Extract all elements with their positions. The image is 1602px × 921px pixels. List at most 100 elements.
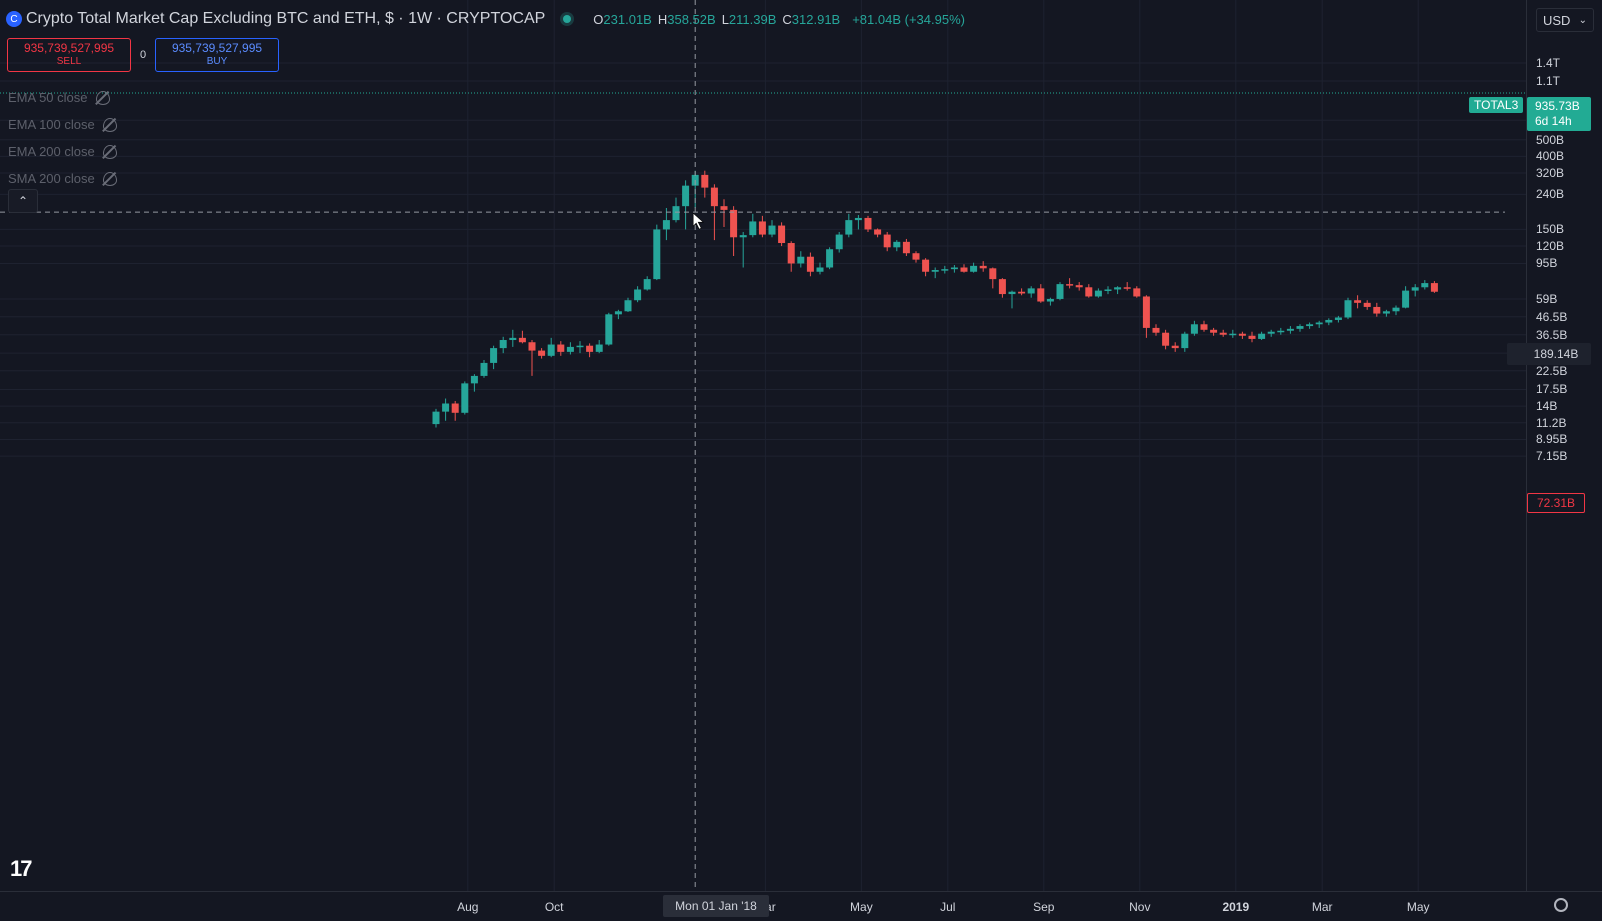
time-axis-label: Aug xyxy=(457,900,479,914)
candle-body xyxy=(1306,324,1314,327)
candle-body xyxy=(557,344,565,352)
candle-body xyxy=(1114,287,1122,290)
indicator-label: SMA 200 close xyxy=(8,171,95,186)
symbol-title[interactable]: Crypto Total Market Cap Excluding BTC an… xyxy=(26,10,546,27)
candle-body xyxy=(432,411,440,425)
candle-body xyxy=(1181,333,1189,349)
candle-body xyxy=(893,241,901,248)
price-axis-label: 46.5B xyxy=(1536,309,1568,324)
time-axis-label: Jul xyxy=(940,900,956,914)
ohlc-key: O xyxy=(593,11,604,27)
collapse-legend-button[interactable]: ⌃ xyxy=(8,189,38,213)
candle-body xyxy=(720,206,728,210)
candle-body xyxy=(682,185,690,207)
time-axis-label: May xyxy=(1406,900,1430,914)
time-axis[interactable]: AugOctMarMayJulSepNov2019MarMay xyxy=(0,891,1602,921)
ohlc-key: C xyxy=(782,11,792,27)
candle-body xyxy=(874,229,882,235)
candle-body xyxy=(653,229,661,280)
indicator-ema100[interactable]: EMA 100 close xyxy=(8,111,117,138)
symbol-header: C Crypto Total Market Cap Excluding BTC … xyxy=(6,8,965,30)
currency-select[interactable]: USD ⌄ xyxy=(1536,8,1594,32)
price-axis-label: 17.5B xyxy=(1536,382,1568,397)
crosshair-date-tag: Mon 01 Jan '18 xyxy=(663,895,769,917)
candle-body xyxy=(1430,283,1438,292)
price-axis-label: 59B xyxy=(1536,291,1558,306)
candle-body xyxy=(1248,335,1256,339)
candle-body xyxy=(1142,296,1150,328)
candle-body xyxy=(1411,287,1419,291)
ohlc-value: 231.01B xyxy=(603,11,652,27)
price-axis-label: 36.5B xyxy=(1536,327,1568,342)
candle-body xyxy=(816,267,824,272)
current-price-tag: 935.73B 6d 14h xyxy=(1527,97,1591,131)
spread-value: 0 xyxy=(139,49,147,61)
candle-body xyxy=(1325,319,1333,323)
candle-body xyxy=(1219,332,1227,335)
candle-body xyxy=(1286,328,1294,331)
candle-body xyxy=(509,337,517,341)
bar-countdown: 6d 14h xyxy=(1535,114,1572,128)
candle-body xyxy=(643,279,651,290)
buy-button[interactable]: 935,739,527,995 BUY xyxy=(155,38,279,72)
hidden-eye-icon[interactable] xyxy=(102,117,117,132)
candle-body xyxy=(1037,288,1045,302)
price-axis-label: 150B xyxy=(1536,222,1565,237)
indicator-legend: EMA 50 close EMA 100 close EMA 200 close… xyxy=(8,84,117,192)
candle-body xyxy=(701,174,709,188)
candle-body xyxy=(778,225,786,244)
crosshair-price-tag: 189.14B xyxy=(1507,343,1591,365)
price-axis-label: 7.15B xyxy=(1536,449,1568,464)
candle-body xyxy=(614,311,622,315)
candle-body xyxy=(586,345,594,352)
candle-body xyxy=(768,225,776,235)
candle-body xyxy=(922,259,930,272)
chevron-up-icon: ⌃ xyxy=(17,194,29,208)
candle-body xyxy=(1277,330,1285,333)
candle-body xyxy=(1402,290,1410,308)
price-axis-label: 1.4T xyxy=(1536,56,1561,71)
candle-body xyxy=(1066,284,1074,286)
time-axis-label: Mar xyxy=(1311,900,1333,914)
ohlc-value: +81.04B (+34.95%) xyxy=(852,11,965,27)
buy-price: 935,739,527,995 xyxy=(171,41,263,55)
crypto-logo-icon: C xyxy=(6,11,22,27)
candle-body xyxy=(1382,311,1390,314)
ohlc-value: 312.91B xyxy=(791,11,841,27)
candle-body xyxy=(1200,324,1208,330)
candle-body xyxy=(1008,291,1016,295)
trade-buttons: 935,739,527,995 SELL 0 935,739,527,995 B… xyxy=(7,38,279,72)
candle-body xyxy=(960,267,968,272)
candle-body xyxy=(710,187,718,207)
time-axis-label: 2019 xyxy=(1222,900,1250,914)
indicator-ema50[interactable]: EMA 50 close xyxy=(8,84,117,111)
market-status-icon[interactable] xyxy=(563,15,572,23)
ohlc-key: L xyxy=(721,11,729,27)
gear-icon[interactable] xyxy=(1554,898,1568,912)
candle-body xyxy=(950,267,958,270)
candle-body xyxy=(538,350,546,356)
candle-body xyxy=(1363,302,1371,307)
candle-body xyxy=(1085,287,1093,297)
indicator-label: EMA 50 close xyxy=(8,90,88,105)
tradingview-logo[interactable]: 17 xyxy=(10,856,33,881)
hidden-eye-icon[interactable] xyxy=(102,144,117,159)
candle-body xyxy=(1190,324,1198,334)
price-axis-label: 120B xyxy=(1536,239,1565,254)
sell-button[interactable]: 935,739,527,995 SELL xyxy=(7,38,131,72)
hidden-eye-icon[interactable] xyxy=(102,171,117,186)
candle-body xyxy=(605,314,613,345)
indicator-ema200[interactable]: EMA 200 close xyxy=(8,138,117,165)
indicator-sma200[interactable]: SMA 200 close xyxy=(8,165,117,192)
time-axis-label: Sep xyxy=(1033,900,1055,914)
candle-body xyxy=(758,221,766,235)
candle-body xyxy=(576,345,584,348)
candle-body xyxy=(1162,332,1170,346)
hidden-eye-icon[interactable] xyxy=(95,90,110,105)
candle-body xyxy=(547,344,555,356)
candle-body xyxy=(518,337,526,343)
pointer-cursor-icon xyxy=(692,212,704,230)
candle-body xyxy=(1094,290,1102,297)
candle-body xyxy=(490,348,498,363)
